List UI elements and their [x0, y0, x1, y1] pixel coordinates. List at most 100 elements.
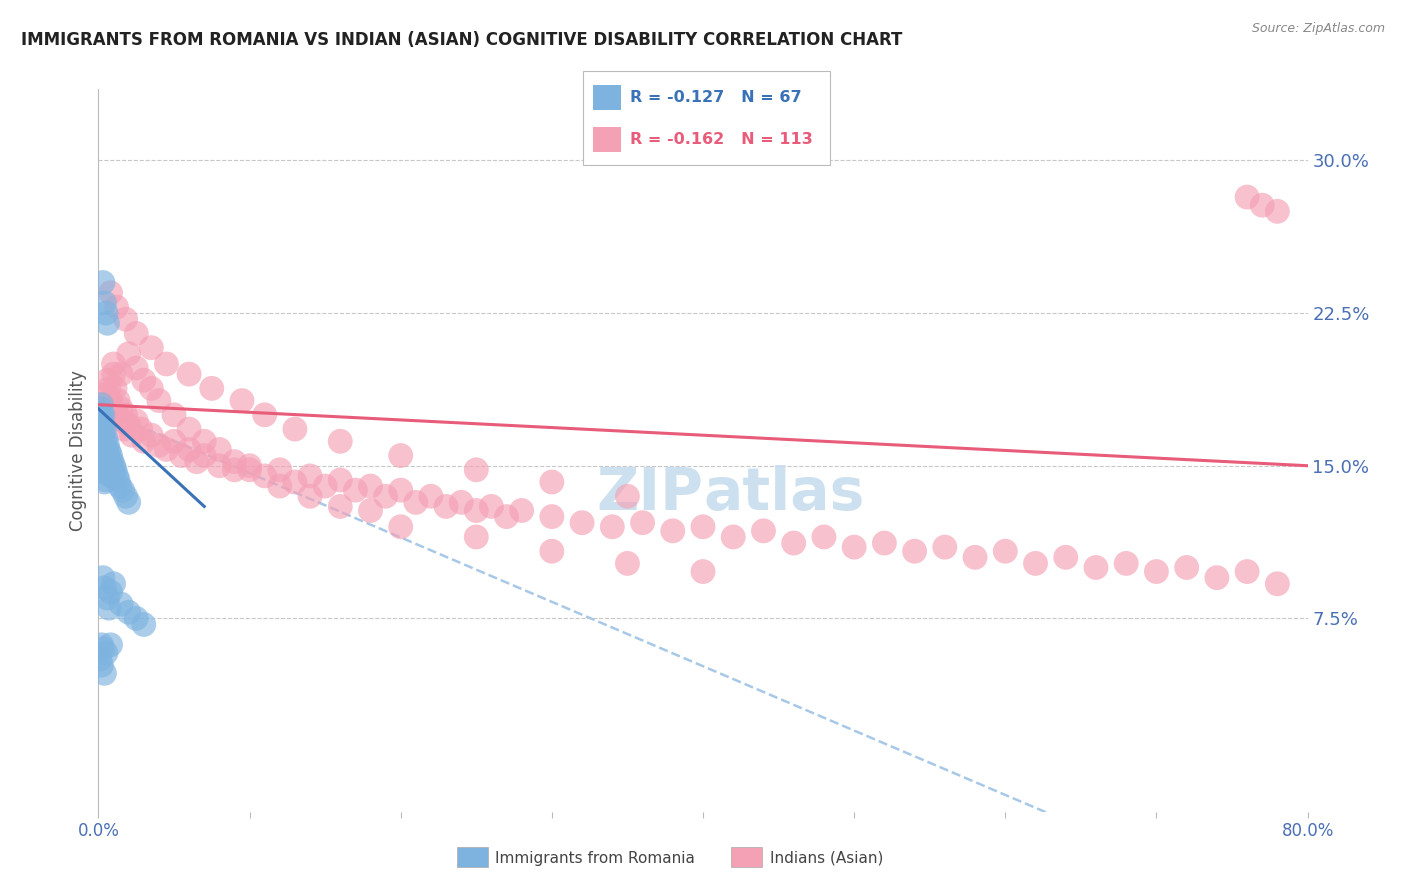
Point: [90, 449, 112, 463]
Point: [571, 516, 593, 530]
Point: [104, 463, 127, 477]
Point: [91, 417, 114, 432]
Point: [105, 408, 128, 422]
Text: Indians (Asian): Indians (Asian): [770, 851, 884, 865]
Point: [1054, 550, 1077, 565]
Point: [108, 479, 131, 493]
Point: [91, 641, 114, 656]
Point: [94, 442, 117, 457]
Point: [132, 617, 155, 632]
Point: [179, 367, 201, 381]
Point: [118, 605, 141, 619]
Point: [450, 495, 472, 509]
Point: [96, 438, 118, 452]
Point: [934, 540, 956, 554]
Point: [148, 393, 170, 408]
Point: [103, 367, 125, 381]
Point: [100, 285, 122, 300]
Point: [98, 455, 121, 469]
Point: [118, 495, 141, 509]
Point: [201, 381, 224, 395]
Point: [125, 414, 148, 428]
Point: [93, 666, 115, 681]
Point: [125, 326, 148, 341]
Point: [89, 428, 111, 442]
Point: [90, 398, 112, 412]
Point: [434, 500, 457, 514]
Text: atlas: atlas: [703, 466, 865, 523]
Point: [1236, 190, 1258, 204]
Point: [692, 520, 714, 534]
Point: [465, 503, 488, 517]
Point: [631, 516, 654, 530]
Point: [360, 479, 382, 493]
Point: [148, 438, 170, 452]
Point: [389, 483, 412, 497]
Point: [110, 597, 132, 611]
Point: [360, 503, 382, 517]
Point: [224, 455, 246, 469]
Point: [239, 458, 262, 473]
Y-axis label: Cognitive Disability: Cognitive Disability: [69, 370, 87, 531]
Point: [93, 434, 115, 449]
Point: [1267, 576, 1289, 591]
Point: [141, 381, 163, 395]
Point: [125, 361, 148, 376]
Point: [692, 565, 714, 579]
Point: [179, 442, 201, 457]
Point: [141, 341, 163, 355]
Point: [299, 469, 322, 483]
Point: [103, 576, 125, 591]
Point: [405, 495, 427, 509]
Point: [344, 483, 367, 497]
Point: [118, 347, 141, 361]
Point: [89, 652, 111, 666]
Point: [1085, 560, 1108, 574]
Point: [329, 500, 352, 514]
Point: [224, 463, 246, 477]
Point: [121, 428, 143, 442]
Point: [90, 438, 112, 452]
Point: [1251, 198, 1274, 212]
Point: [114, 489, 136, 503]
Point: [813, 530, 835, 544]
Point: [110, 401, 132, 416]
Point: [101, 465, 124, 479]
Point: [91, 458, 114, 473]
Text: R = -0.127   N = 67: R = -0.127 N = 67: [630, 90, 801, 104]
Point: [94, 452, 117, 467]
Point: [661, 524, 683, 538]
Point: [389, 520, 412, 534]
Point: [155, 357, 177, 371]
Point: [93, 581, 115, 595]
Point: [1206, 571, 1229, 585]
Point: [752, 524, 775, 538]
Text: R = -0.162   N = 113: R = -0.162 N = 113: [630, 132, 813, 146]
Point: [100, 449, 122, 463]
Text: ZIP: ZIP: [596, 466, 703, 523]
Point: [94, 646, 117, 660]
Point: [91, 408, 114, 422]
Point: [1115, 557, 1137, 571]
Point: [105, 300, 128, 314]
Point: [91, 438, 114, 452]
Point: [100, 585, 122, 599]
Point: [132, 434, 155, 449]
Point: [616, 489, 638, 503]
Text: Source: ZipAtlas.com: Source: ZipAtlas.com: [1251, 22, 1385, 36]
Point: [94, 432, 117, 446]
Point: [93, 444, 115, 458]
Point: [91, 276, 114, 290]
Point: [481, 500, 503, 514]
Point: [1024, 557, 1046, 571]
Point: [314, 479, 336, 493]
Point: [253, 469, 276, 483]
Point: [179, 422, 201, 436]
Point: [93, 465, 115, 479]
Point: [98, 381, 121, 395]
Point: [91, 571, 114, 585]
Point: [101, 401, 124, 416]
Point: [91, 428, 114, 442]
Point: [96, 316, 118, 330]
Point: [873, 536, 896, 550]
